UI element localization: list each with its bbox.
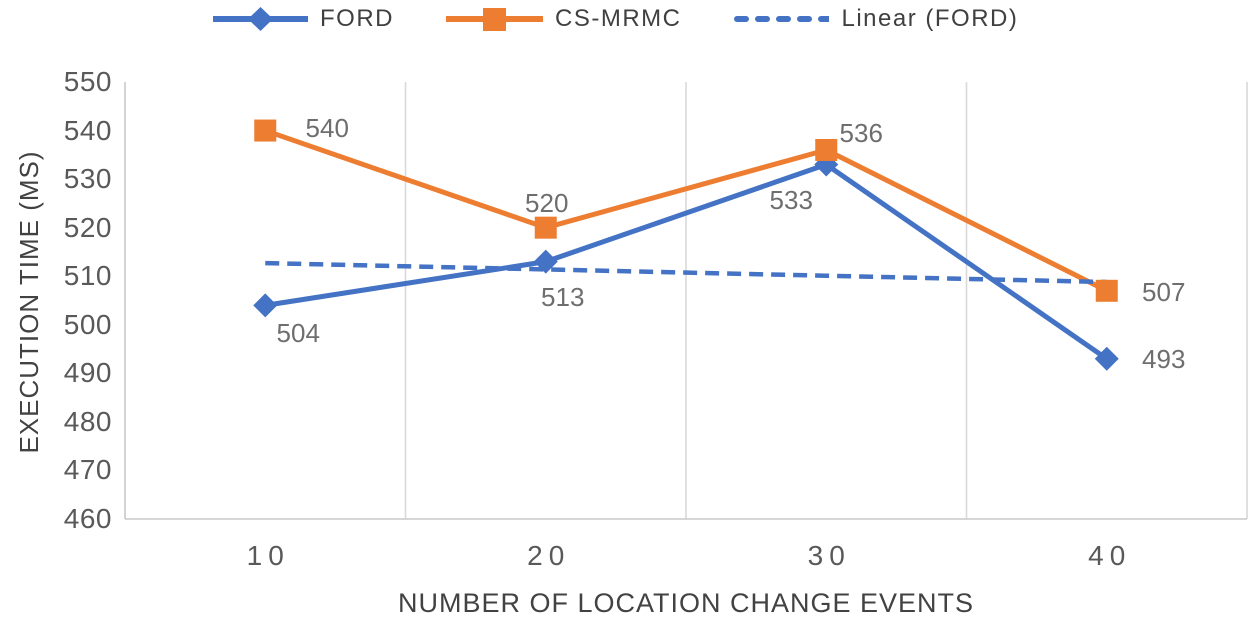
legend-item-linear-ford: Linear (FORD)	[733, 4, 1018, 34]
ford-line-swatch	[213, 7, 308, 31]
square-marker-icon	[534, 216, 557, 239]
linear-ford-dash-swatch	[734, 16, 830, 22]
legend-label-ford: FORD	[320, 5, 394, 32]
y-axis-title: EXECUTION TIME (MS)	[14, 150, 44, 454]
diamond-marker-icon	[533, 249, 558, 274]
data-label: 507	[1142, 276, 1186, 307]
square-marker-icon	[254, 119, 277, 142]
y-tick-label: 470	[63, 454, 112, 486]
x-tick-label: 20	[527, 540, 571, 571]
data-label: 493	[1142, 343, 1186, 374]
legend-label-linear-ford: Linear (FORD)	[841, 5, 1019, 32]
x-tick-label: 40	[1088, 540, 1132, 571]
x-axis-title: NUMBER OF LOCATION CHANGE EVENTS	[397, 588, 975, 618]
cs-mrmc-line-swatch	[446, 8, 543, 31]
series-line-ford	[264, 162, 1109, 361]
data-label: 533	[769, 184, 813, 215]
y-tick-label: 490	[63, 357, 112, 389]
y-tick-label: 540	[63, 114, 112, 146]
data-label: 513	[541, 281, 585, 312]
legend-item-ford: FORD	[213, 4, 394, 34]
diamond-marker-icon	[1094, 346, 1119, 371]
series-line-cs-mrmc	[264, 128, 1108, 294]
square-marker-icon	[1095, 279, 1118, 302]
square-marker-icon	[483, 8, 506, 31]
series-line-linear-ford-	[265, 260, 1107, 285]
square-marker-icon	[815, 138, 838, 161]
x-tick-label: 10	[246, 540, 290, 571]
data-label: 536	[839, 117, 883, 148]
y-tick-label: 510	[63, 260, 112, 292]
y-tick-label: 520	[63, 211, 112, 243]
data-label: 520	[525, 187, 569, 218]
x-tick-label: 30	[807, 540, 851, 571]
y-tick-label: 500	[63, 308, 112, 340]
y-tick-label: 530	[63, 163, 112, 195]
y-tick-label: 460	[63, 503, 112, 534]
legend: FORD CS-MRMC Linear (FORD)	[213, 2, 1018, 36]
diamond-marker-icon	[248, 7, 273, 31]
data-label: 504	[276, 318, 320, 349]
y-tick-label: 550	[63, 66, 112, 97]
legend-label-cs-mrmc: CS-MRMC	[555, 5, 682, 32]
diamond-marker-icon	[253, 293, 278, 318]
y-tick-label: 480	[63, 405, 112, 437]
legend-item-cs-mrmc: CS-MRMC	[446, 4, 681, 34]
data-label: 540	[305, 112, 349, 143]
